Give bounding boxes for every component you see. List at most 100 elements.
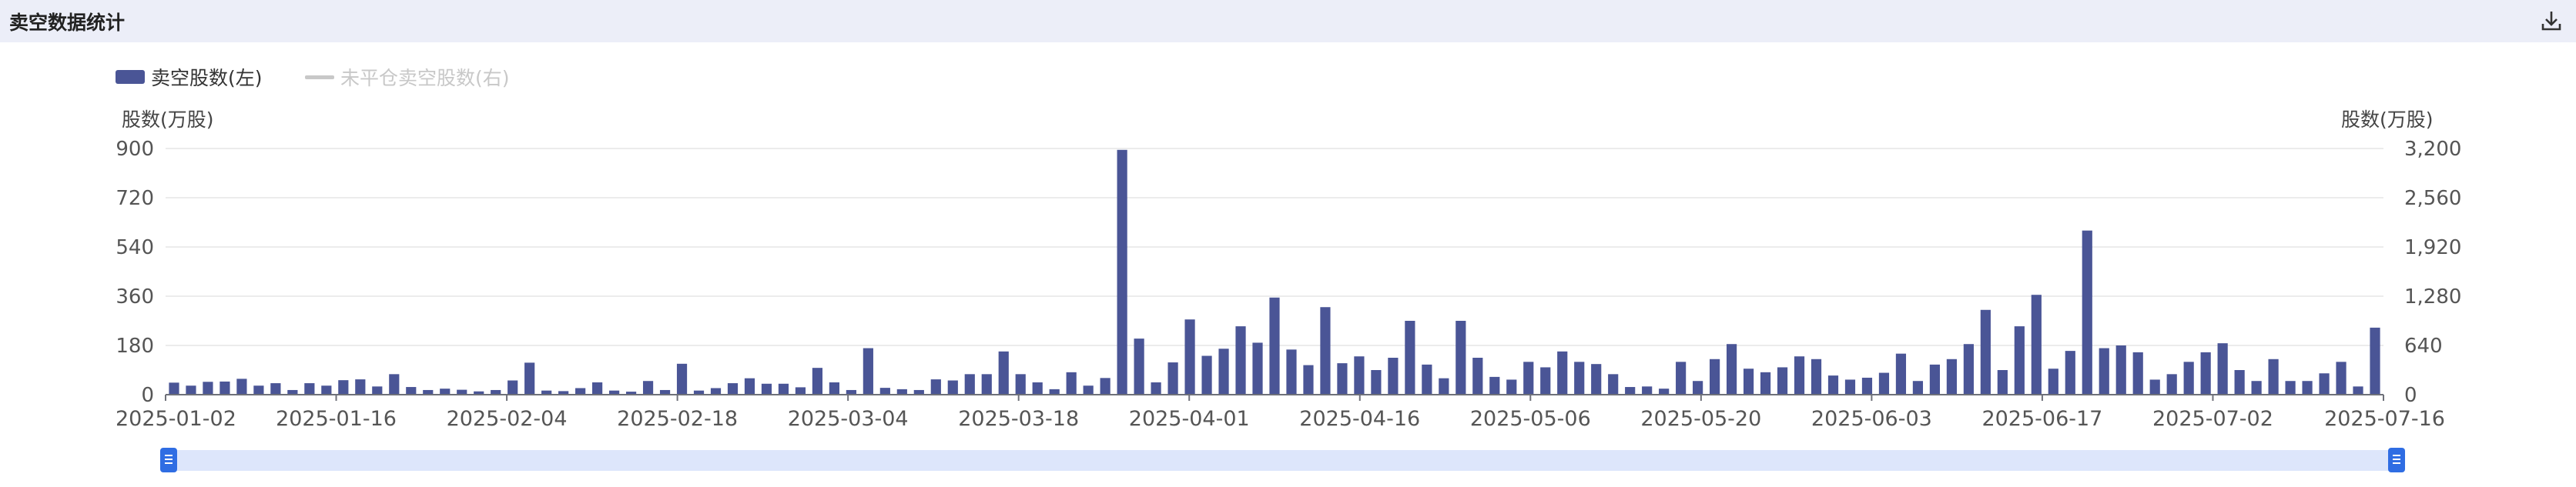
bar [558, 391, 569, 395]
bar [1388, 358, 1399, 395]
bar [2132, 352, 2143, 395]
bar [1134, 339, 1144, 395]
legend-label-short-volume: 卖空股数(左) [151, 67, 263, 89]
y-axis-right-ticks: 0 640 1,280 1,920 2,560 3,200 [2404, 138, 2461, 407]
y-right-tick-label: 640 [2404, 335, 2443, 358]
bar [1506, 379, 1517, 395]
bar [1878, 372, 1890, 395]
bar [2031, 295, 2042, 395]
legend-item-open-short[interactable]: 未平仓卖空股数(右) [305, 63, 510, 91]
bar [1591, 364, 1602, 395]
bar [1929, 364, 1940, 395]
y-axis-left-title: 股数(万股) [122, 108, 214, 131]
bar [1861, 377, 1873, 395]
bar [2370, 327, 2380, 395]
bar [524, 362, 535, 395]
y-left-tick-label: 720 [116, 187, 154, 210]
y-right-tick-label: 1,920 [2404, 236, 2461, 259]
bar [947, 380, 958, 395]
legend-swatch-open-short [305, 75, 334, 79]
bar [1405, 321, 1415, 395]
bar [1117, 149, 1127, 395]
bar [964, 374, 975, 395]
download-icon[interactable] [2538, 8, 2564, 34]
x-tick-label: 2025-05-20 [1640, 407, 1761, 431]
zoom-slider-right-handle[interactable] [2388, 448, 2405, 472]
bar [829, 382, 839, 395]
bar [761, 383, 772, 395]
bar [744, 378, 755, 395]
bar [1794, 356, 1805, 395]
bar [609, 390, 620, 395]
x-tick-label: 2025-04-16 [1299, 407, 1420, 431]
legend-swatch-short-volume [116, 70, 145, 84]
bar [1422, 364, 1432, 395]
bar [1895, 353, 1907, 395]
bar [1269, 297, 1280, 395]
y-axis-right-title: 股数(万股) [2341, 108, 2434, 131]
bar [778, 383, 789, 395]
bar [693, 390, 705, 395]
bar [2082, 230, 2092, 395]
bar [676, 363, 688, 395]
zoom-slider-left-handle[interactable] [160, 448, 177, 472]
zoom-slider-track[interactable] [168, 450, 2397, 471]
bar [1980, 309, 1991, 395]
bar [2251, 381, 2262, 395]
bar [1066, 372, 1077, 395]
bar [1489, 376, 1500, 395]
bar [1693, 381, 1703, 395]
bar [812, 368, 823, 395]
bar [203, 382, 213, 395]
bar [1912, 381, 1924, 395]
bar [930, 379, 941, 395]
bar [1710, 359, 1720, 395]
bar [727, 383, 739, 395]
grid-lines [166, 148, 2383, 346]
x-tick-label: 2025-05-06 [1470, 407, 1591, 431]
y-left-tick-label: 0 [141, 384, 154, 407]
bar [896, 389, 907, 395]
bar [1184, 319, 1195, 395]
legend-item-short-volume[interactable]: 卖空股数(左) [116, 63, 263, 91]
bar [440, 389, 451, 395]
bar [1371, 370, 1382, 395]
bar [1827, 375, 1839, 395]
bar [406, 387, 417, 395]
x-tick-label: 2025-07-16 [2324, 407, 2445, 431]
bar [507, 380, 518, 395]
bar [1844, 379, 1856, 395]
bar [2149, 379, 2160, 395]
bar [710, 388, 722, 395]
bar [846, 389, 856, 395]
x-tick-label: 2025-06-03 [1811, 407, 1932, 431]
bar [372, 386, 383, 395]
bar [1540, 367, 1551, 395]
bar [2268, 359, 2279, 395]
x-tick-label: 2025-03-18 [958, 407, 1079, 431]
bar [423, 389, 434, 395]
bar [659, 389, 671, 395]
bar [2353, 386, 2363, 395]
y-left-tick-label: 900 [116, 138, 154, 161]
bar [2183, 362, 2194, 395]
bar [2065, 351, 2075, 395]
bar [2014, 326, 2025, 395]
bar [1523, 362, 1534, 395]
bar [491, 389, 501, 395]
bar [270, 383, 281, 395]
bar [1997, 370, 2008, 395]
bar [863, 348, 873, 395]
bar [541, 390, 552, 395]
bar [1743, 369, 1754, 395]
bar [913, 389, 924, 395]
bar [169, 382, 179, 395]
bar [2166, 374, 2177, 395]
bar [1608, 374, 1619, 395]
bar [2200, 352, 2211, 395]
bar [474, 391, 484, 395]
bar [2217, 343, 2228, 395]
x-tick-label: 2025-07-02 [2152, 407, 2273, 431]
bar [321, 385, 332, 395]
